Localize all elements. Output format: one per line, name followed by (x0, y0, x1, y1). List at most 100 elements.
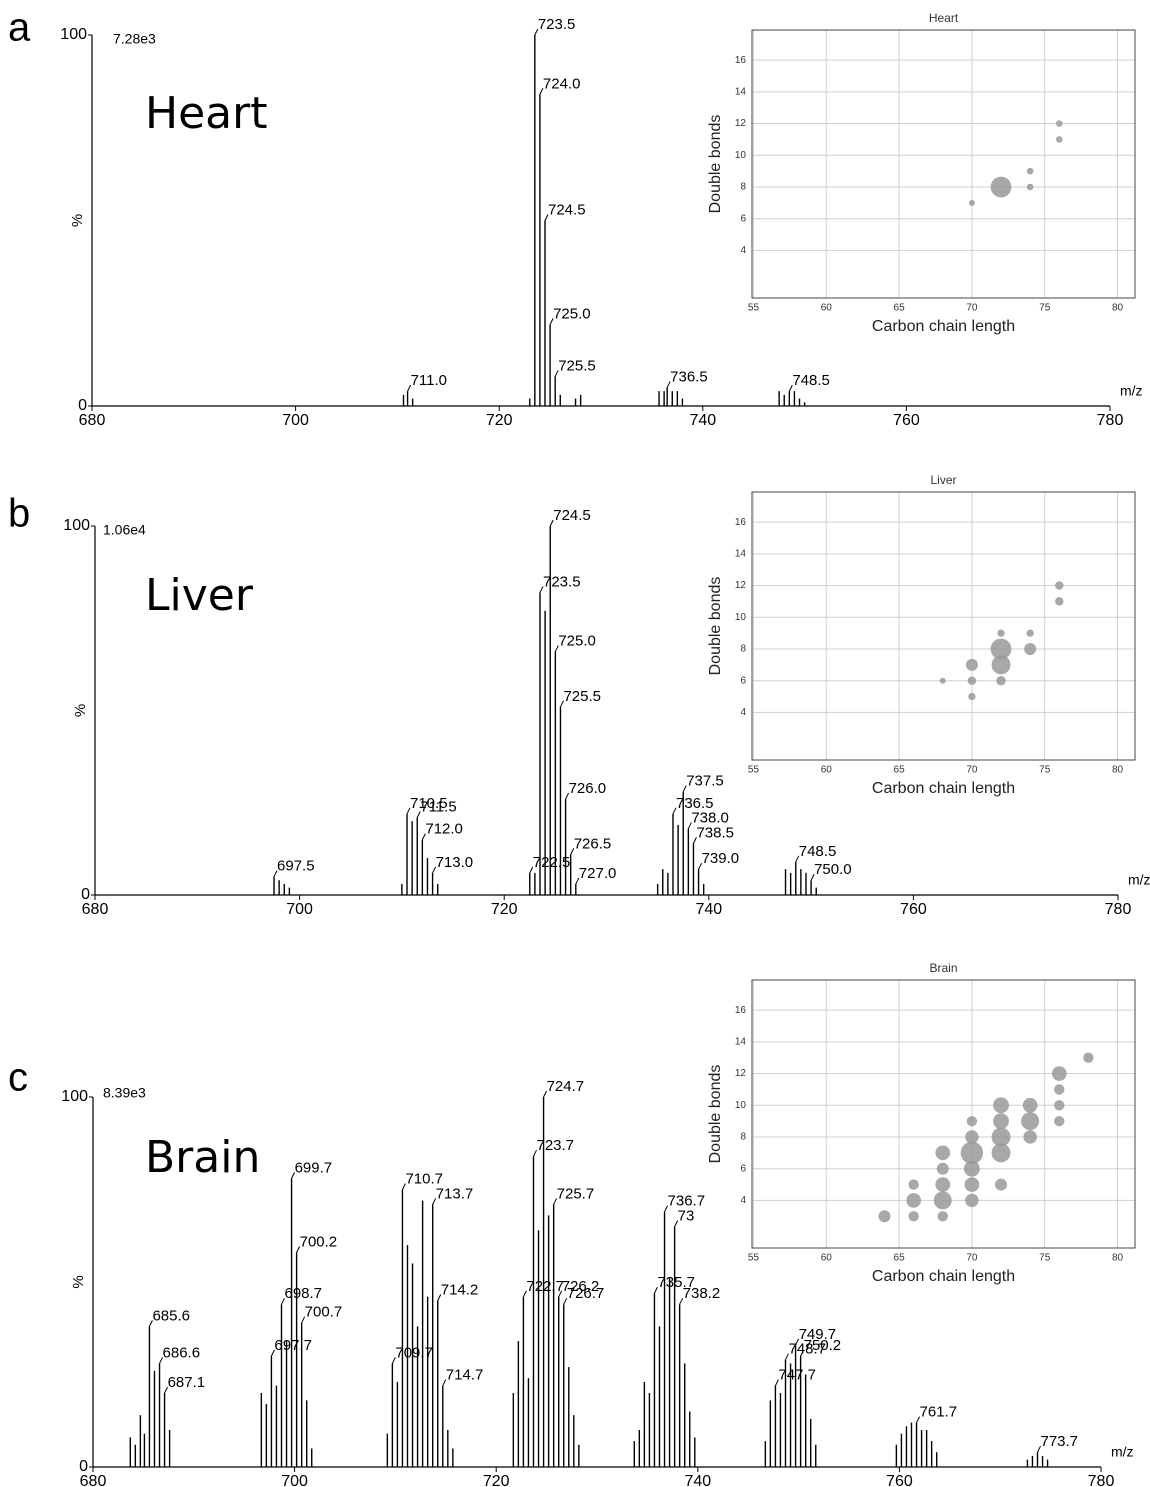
peak-label: 711.0 (411, 372, 447, 389)
y-tick-label: 14 (735, 86, 747, 97)
bubble (996, 675, 1006, 686)
peak-label: 712.0 (425, 821, 463, 838)
x-tick-label: 780 (1097, 412, 1124, 429)
peak-label: 725.5 (558, 357, 596, 374)
peak-label-connector (666, 381, 671, 388)
y-tick-label: 0 (79, 1458, 88, 1475)
bubble (1024, 642, 1037, 655)
peak-label-connector (654, 1286, 658, 1294)
peak-label-connector (281, 1297, 285, 1305)
peak-label-connector (522, 1290, 527, 1298)
peak-label: 710.7 (405, 1170, 443, 1187)
peak-label-connector (774, 1379, 779, 1386)
peak-label-connector (437, 1294, 442, 1301)
peak-label-connector (553, 1198, 558, 1205)
peak-label: 735.7 (657, 1274, 695, 1291)
y-axis-label: % (72, 704, 89, 717)
tissue-label: Liver (145, 570, 254, 621)
panel-letter: b (8, 492, 30, 536)
peak-label: 73 (678, 1207, 695, 1224)
bubble (1021, 1112, 1040, 1131)
peak-label: 724.7 (547, 1078, 585, 1095)
peak-label: 710.5 (410, 795, 448, 812)
y-tick-label: 8 (740, 644, 746, 655)
x-tick-label: 75 (1039, 303, 1051, 314)
x-tick-label: 80 (1112, 765, 1124, 776)
peak-label-connector (570, 848, 575, 855)
peak-label-connector (421, 833, 426, 840)
peak-label: 699.7 (295, 1159, 333, 1176)
peak-label: 738.2 (683, 1285, 721, 1302)
bubble (1054, 1100, 1065, 1111)
x-tick-label: 70 (966, 765, 978, 776)
x-tick-label: 700 (282, 412, 309, 429)
peak-label-connector (785, 1353, 789, 1360)
bubble (960, 1141, 984, 1165)
peak-label-connector (402, 1183, 406, 1190)
y-tick-label: 8 (740, 1132, 746, 1143)
bubble (990, 176, 1012, 198)
panel-letter: a (8, 6, 31, 50)
peak-label: 714.2 (441, 1281, 479, 1298)
peak-label: 713.0 (436, 854, 474, 871)
x-axis-label: m/z (1120, 383, 1143, 399)
peak-label: 750.0 (814, 861, 852, 878)
peak-label-connector (664, 1205, 668, 1212)
peak-label: 723.7 (536, 1137, 574, 1154)
x-tick-label: 740 (684, 1473, 711, 1487)
peak-label: 700.2 (300, 1233, 338, 1250)
peak-label-connector (296, 1246, 301, 1253)
bubble (1055, 597, 1064, 606)
x-tick-label: 740 (689, 412, 716, 429)
peak-label-connector (1037, 1445, 1041, 1453)
inset-title: Brain (929, 961, 957, 975)
y-tick-label: 4 (740, 245, 746, 256)
peak-label: 748.5 (792, 372, 830, 389)
bubble (965, 658, 978, 671)
peak-label: 747.7 (778, 1367, 816, 1384)
peak-label-connector (406, 807, 411, 815)
peak-label-connector (164, 1386, 169, 1394)
y-tick-label: 14 (735, 1036, 747, 1047)
x-tick-label: 55 (748, 1253, 760, 1264)
peak-label-connector (442, 1379, 447, 1386)
peak-label-connector (800, 1349, 805, 1357)
intensity-label: 8.39e3 (103, 1085, 146, 1101)
x-tick-label: 700 (281, 1473, 308, 1487)
peak-label: 726.5 (574, 835, 612, 852)
bubble (935, 1177, 951, 1192)
x-axis-label: m/z (1128, 872, 1150, 888)
peak-label-connector (539, 586, 544, 593)
y-tick-label: 6 (740, 1163, 746, 1174)
bubble (937, 1211, 948, 1222)
peak-label: 726.0 (569, 780, 607, 797)
peak-label: 750.2 (804, 1337, 842, 1354)
peak-label-connector (563, 1297, 568, 1305)
peak-label: 685.6 (152, 1307, 190, 1324)
peak-label-connector (672, 807, 677, 815)
peak-label: 709.7 (395, 1344, 433, 1361)
peak-label-connector (916, 1416, 920, 1423)
bubble (939, 677, 946, 684)
peak-label: 686.6 (163, 1344, 201, 1361)
peak-label: 698.7 (284, 1285, 322, 1302)
peak-label: 724.5 (553, 507, 591, 524)
bubble (908, 1211, 919, 1222)
y-tick-label: 6 (740, 675, 746, 686)
y-axis-label: % (69, 214, 86, 227)
peak-label: 739.0 (702, 850, 740, 867)
bubble (1051, 1066, 1067, 1081)
peak-label-connector (674, 1220, 679, 1227)
peak-label: 711.5 (420, 798, 456, 815)
peak-label: 724.5 (548, 201, 586, 218)
peak-label-connector (544, 214, 549, 221)
peak-label-connector (270, 1349, 275, 1357)
peak-label: 737.5 (686, 773, 724, 790)
peak-label-connector (416, 811, 421, 818)
x-tick-label: 720 (486, 412, 513, 429)
y-axis-label: Double bonds (707, 1065, 724, 1164)
peak-label-connector (554, 645, 559, 652)
y-tick-label: 10 (735, 150, 747, 161)
peak-label-connector (698, 862, 703, 870)
